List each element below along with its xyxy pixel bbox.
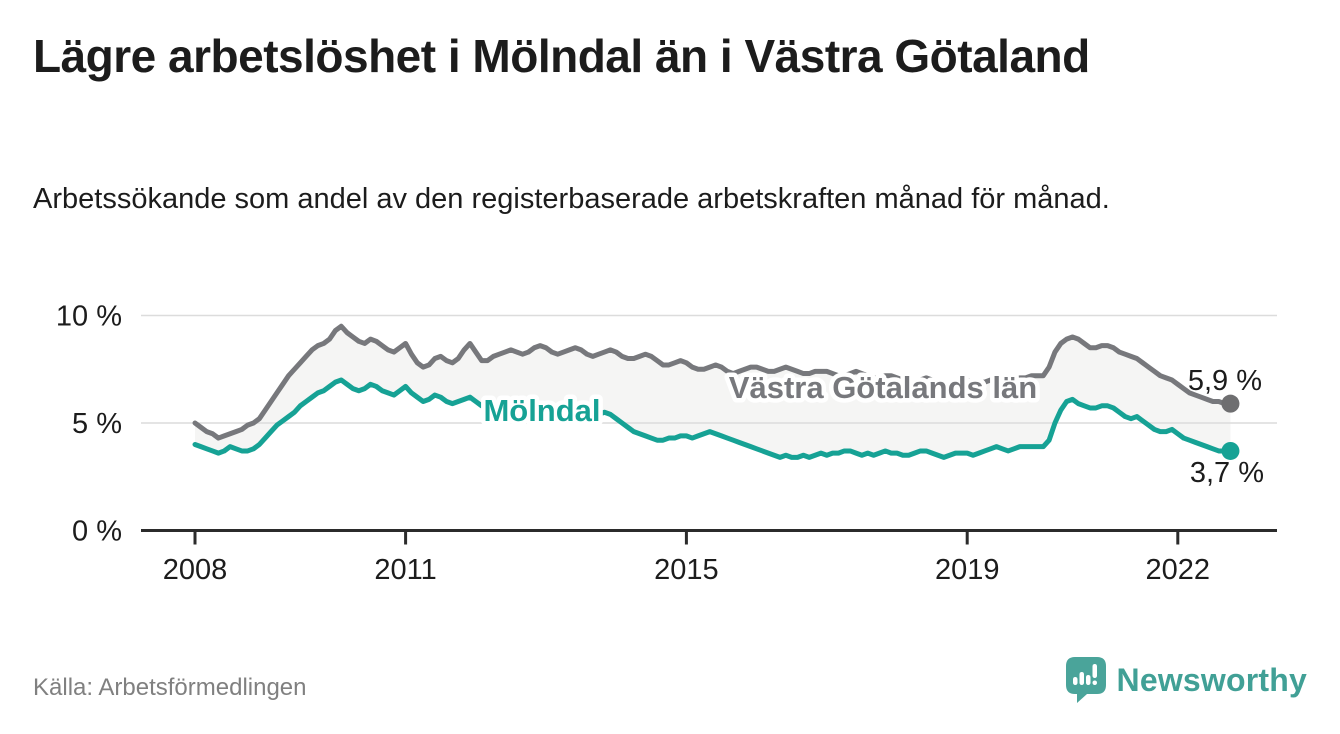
unemployment-line-chart: 2008 2011 2015 2019 2022 0 % 5 % 10 % Västra Göt… [56,301,1277,586]
newsworthy-logo: Newsworthy [1065,656,1307,704]
newsworthy-logo-text: Newsworthy [1116,661,1307,698]
y-axis-label: 5 % [72,408,122,440]
y-axis-label: 10 % [56,301,122,333]
series-end-dot-vastra-gotaland [1221,394,1240,413]
series-label-molndal: Mölndal [483,393,600,428]
series-line-vastra-gotaland [192,323,1233,441]
series-label-vastra-gotaland: Västra Götalands län [729,370,1037,405]
between-series-band [195,326,1231,458]
x-axis-label: 2015 [654,554,719,586]
x-axis-label: 2022 [1146,554,1211,586]
x-axis-label: 2011 [374,554,436,586]
x-axis-label: 2008 [163,554,228,586]
end-value-label-vastra-gotaland: 5,9 % [1188,365,1262,397]
page-subtitle: Arbetssökande som andel av den registerb… [33,183,1110,215]
series-end-dot-molndal [1221,441,1240,460]
newsworthy-logo-icon [1065,656,1107,704]
end-value-label-molndal: 3,7 % [1190,457,1264,489]
x-axis-label: 2019 [935,554,1000,586]
series-line-molndal [192,377,1233,460]
y-axis-label: 0 % [72,516,122,548]
page-title: Lägre arbetslöshet i Mölndal än i Västra… [33,30,1090,82]
source-note: Källa: Arbetsförmedlingen [33,674,307,701]
